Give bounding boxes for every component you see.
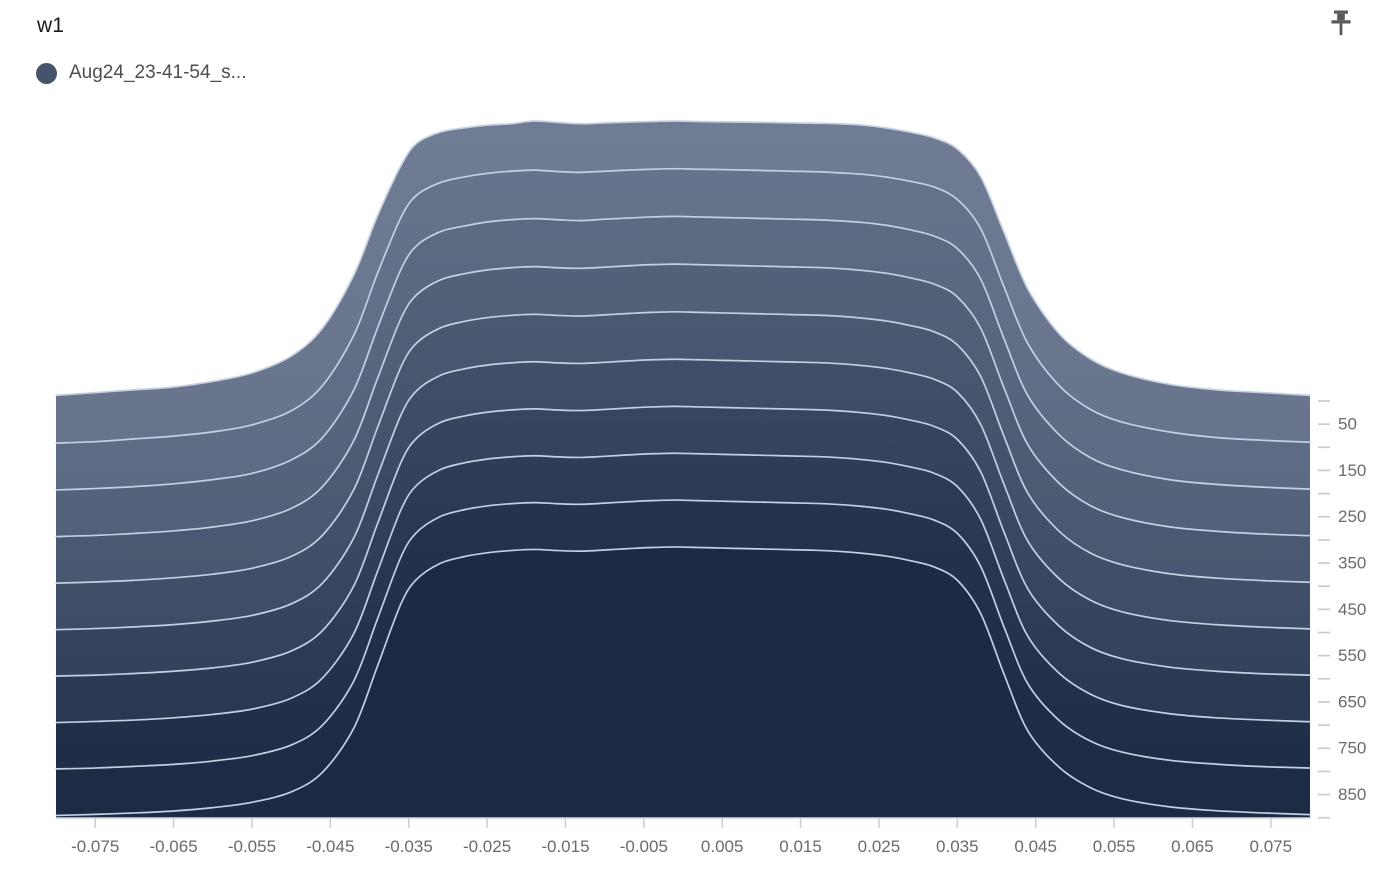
ridge-outline — [55, 310, 1311, 584]
ridge-outline — [55, 499, 1311, 770]
ridge-outline — [55, 405, 1311, 677]
page-title: w1 — [37, 14, 65, 37]
ridge-area — [56, 406, 1310, 818]
gridlines — [56, 400, 1310, 819]
pin-panel-button[interactable] — [1324, 6, 1358, 40]
x-tick-label: 0.065 — [1171, 837, 1214, 856]
y-tick-label: 550 — [1338, 646, 1366, 665]
y-tick-label: 850 — [1338, 785, 1366, 804]
y-tick-label: 250 — [1338, 507, 1366, 526]
ridge-area — [56, 311, 1310, 818]
ridge-area — [56, 120, 1310, 818]
ridge-area — [56, 264, 1310, 819]
ridge-outline — [55, 120, 1311, 397]
ridge-area — [56, 359, 1310, 818]
x-tick-label: 0.045 — [1014, 837, 1057, 856]
ridge-outline — [55, 358, 1311, 631]
ridge-area — [56, 453, 1310, 818]
y-tick-label: 650 — [1338, 692, 1366, 711]
x-tick-label: -0.045 — [306, 837, 354, 856]
y-tick-label: 150 — [1338, 461, 1366, 480]
ridge-outline — [55, 546, 1311, 817]
ridge-area — [56, 546, 1310, 818]
x-tick-label: 0.015 — [779, 837, 822, 856]
y-tick-label: 50 — [1338, 415, 1357, 434]
legend[interactable]: Aug24_23-41-54_s... — [36, 62, 246, 84]
panel-header: w1 Aug24_23-41-54_s... — [0, 0, 1398, 108]
legend-item-label: Aug24_23-41-54_s... — [69, 62, 247, 83]
x-tick-label: 0.035 — [936, 837, 979, 856]
y-axis: 50 150 250 350 450 550 650 750 850 — [1318, 400, 1366, 819]
x-tick-label: 0.005 — [701, 837, 744, 856]
y-tick-label: 350 — [1338, 554, 1366, 573]
ridge-area — [56, 168, 1310, 818]
x-tick-label: -0.005 — [620, 837, 668, 856]
x-tick-label: -0.065 — [149, 837, 197, 856]
legend-color-swatch — [36, 62, 57, 84]
ridge-outline — [55, 452, 1311, 724]
ridge-outline — [55, 215, 1311, 491]
x-axis: -0.075 -0.065 -0.055 -0.045 -0.035 -0.025 -0.0… — [56, 817, 1310, 856]
x-tick-label: 0.075 — [1250, 837, 1293, 856]
ridge-area — [56, 216, 1310, 818]
x-tick-label: 0.025 — [858, 837, 901, 856]
x-tick-label: -0.055 — [228, 837, 276, 856]
x-tick-label: -0.035 — [385, 837, 433, 856]
ridge-outline — [55, 167, 1311, 444]
pushpin-icon — [1328, 9, 1354, 37]
x-tick-label: -0.025 — [463, 837, 511, 856]
ridge-outline — [55, 263, 1311, 538]
ridge-series-group — [55, 120, 1311, 819]
ridge-area — [56, 500, 1310, 818]
x-tick-label: -0.015 — [541, 837, 589, 856]
y-tick-label: 750 — [1338, 739, 1366, 758]
y-tick-label: 450 — [1338, 600, 1366, 619]
x-tick-label: 0.055 — [1093, 837, 1136, 856]
x-tick-label: -0.075 — [71, 837, 119, 856]
